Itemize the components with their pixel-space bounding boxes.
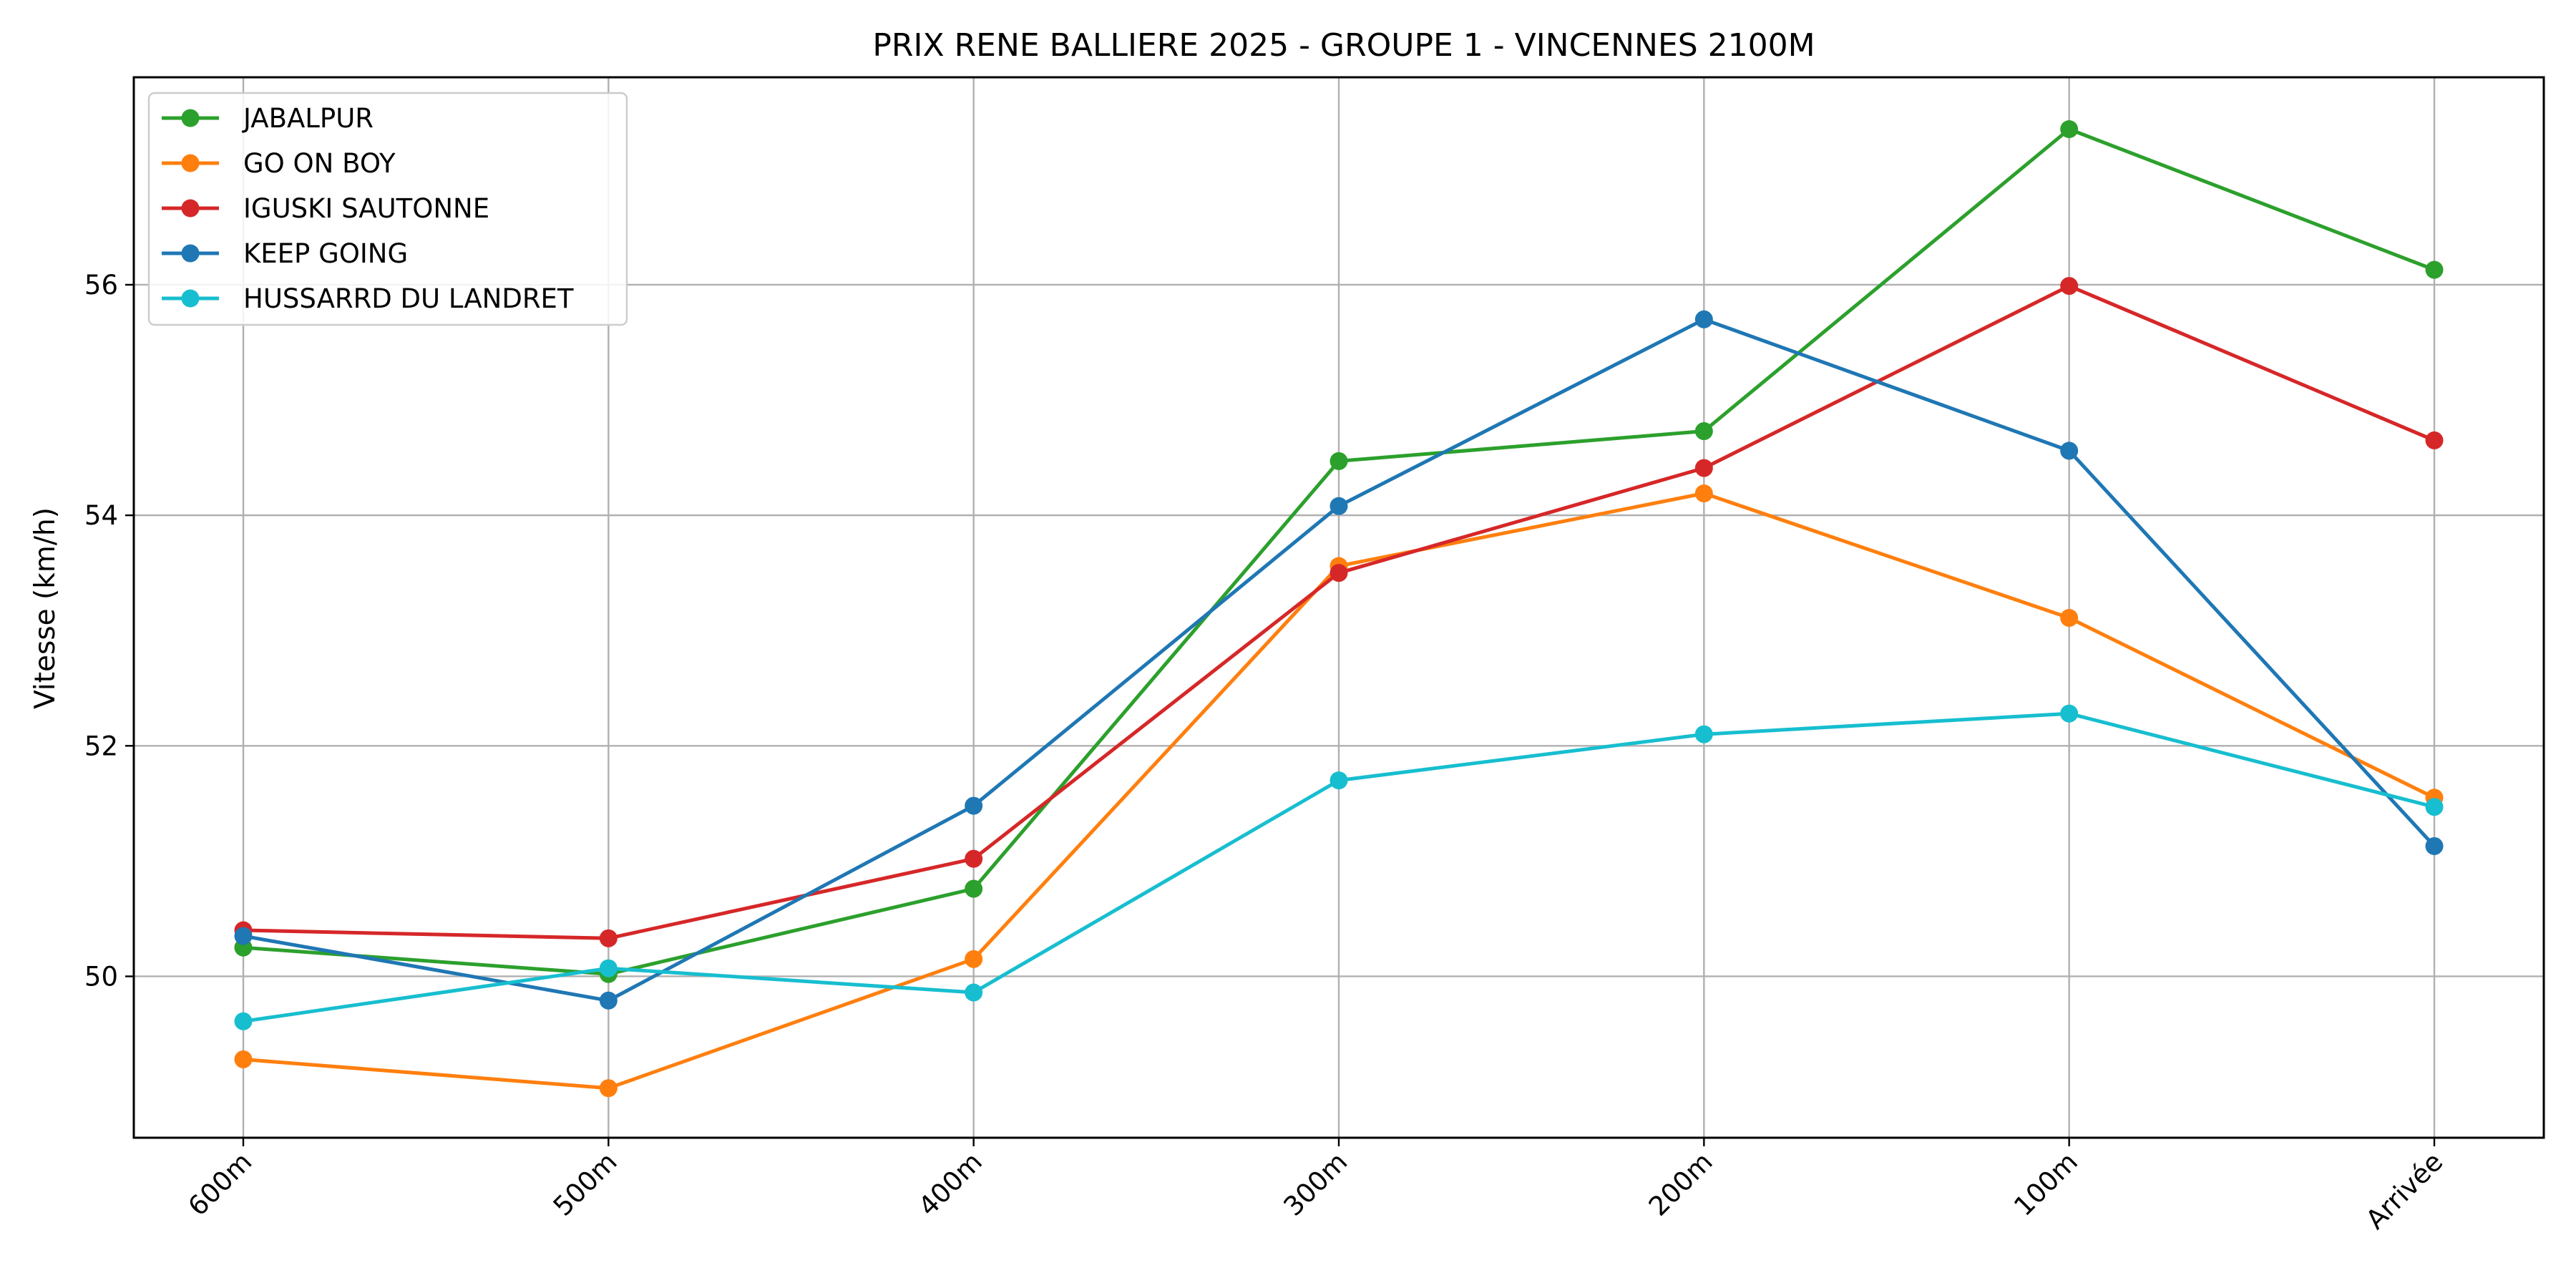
legend-item: KEEP GOING: [162, 238, 408, 269]
legend: JABALPUR GO ON BOY IGUSKI SAUTONNE KEEP GOI…: [147, 92, 628, 326]
data-point: [2425, 260, 2444, 279]
data-point: [1330, 771, 1348, 790]
legend-label: JABALPUR: [242, 103, 374, 134]
data-point: [2425, 836, 2444, 855]
data-point: [1694, 725, 1713, 743]
data-point: [1694, 484, 1713, 503]
legend-marker: [181, 154, 200, 172]
data-point: [965, 950, 983, 968]
data-point: [2060, 704, 2079, 723]
data-point: [599, 991, 618, 1010]
y-axis-label: Vitesse (km/h): [29, 507, 62, 709]
data-point: [599, 1079, 618, 1098]
data-point: [2425, 798, 2444, 816]
data-point: [965, 849, 983, 868]
legend-label: IGUSKI SAUTONNE: [243, 193, 489, 224]
legend-item: HUSSARRD DU LANDRET: [162, 283, 574, 314]
y-tick-label: 54: [84, 500, 118, 531]
data-point: [1330, 497, 1348, 515]
y-tick-label: 52: [84, 731, 118, 761]
legend-item: JABALPUR: [162, 103, 374, 134]
legend-marker: [181, 244, 200, 263]
data-point: [2060, 119, 2079, 138]
legend-box: [147, 92, 628, 326]
series-4: [234, 310, 2444, 1010]
data-point: [1694, 459, 1713, 477]
data-point: [2425, 431, 2444, 449]
data-point: [2060, 277, 2079, 296]
data-point: [965, 879, 983, 898]
legend-item: IGUSKI SAUTONNE: [162, 193, 489, 224]
data-point: [234, 927, 253, 945]
data-point: [1330, 564, 1348, 582]
data-point: [234, 1012, 253, 1030]
data-point: [599, 929, 618, 947]
data-point: [234, 1050, 253, 1068]
data-point: [1694, 310, 1713, 328]
legend-marker: [181, 289, 200, 308]
legend-label: HUSSARRD DU LANDRET: [243, 283, 574, 314]
data-point: [1330, 452, 1348, 470]
legend-item: GO ON BOY: [162, 148, 396, 179]
series-5: [234, 704, 2444, 1030]
legend-label: KEEP GOING: [243, 238, 408, 269]
data-point: [965, 796, 983, 815]
series-3: [234, 277, 2444, 947]
y-tick-label: 56: [84, 270, 118, 301]
data-point: [1694, 422, 1713, 441]
legend-label: GO ON BOY: [243, 148, 396, 179]
legend-marker: [181, 199, 200, 218]
data-point: [2060, 441, 2079, 460]
y-tick-label: 50: [84, 961, 118, 992]
data-point: [965, 983, 983, 1002]
data-point: [599, 959, 618, 977]
series-group: [234, 119, 2444, 1098]
data-point: [2060, 608, 2079, 627]
legend-marker: [181, 109, 200, 127]
chart-title: PRIX RENE BALLIERE 2025 - GROUPE 1 - VIN…: [872, 27, 1815, 64]
